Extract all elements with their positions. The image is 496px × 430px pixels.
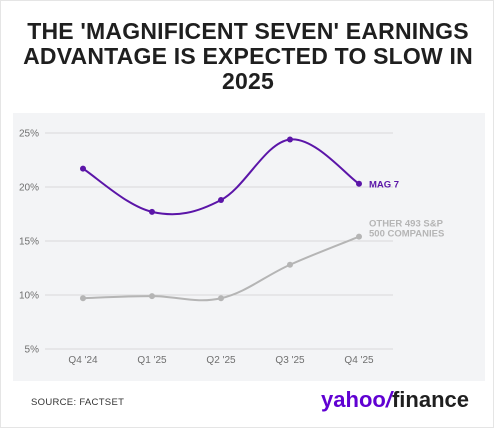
- x-tick-label: Q2 '25: [206, 355, 236, 366]
- x-tick-label: Q4 '24: [68, 355, 98, 366]
- source-note: SOURCE: FACTSET: [31, 397, 125, 408]
- logo-finance: finance: [391, 387, 469, 412]
- data-point-other-493: [80, 295, 86, 302]
- chart-title: THE 'MAGNIFICENT SEVEN' EARNINGS ADVANTA…: [23, 18, 473, 94]
- y-tick-label: 20%: [19, 183, 39, 194]
- data-point-mag7: [149, 208, 155, 215]
- data-point-mag7: [356, 180, 362, 187]
- series-label-other-493: OTHER 493 S&P: [369, 219, 444, 230]
- x-tick-label: Q4 '25: [344, 355, 374, 366]
- logo-yahoo: yahoo: [321, 387, 386, 412]
- data-point-mag7: [287, 136, 293, 143]
- x-tick-label: Q3 '25: [275, 355, 305, 366]
- y-tick-label: 10%: [19, 291, 39, 302]
- y-tick-label: 15%: [19, 237, 39, 248]
- data-point-other-493: [287, 261, 293, 268]
- series-label-mag7: MAG 7: [369, 179, 399, 190]
- logo-slash: /: [385, 387, 392, 412]
- data-point-mag7: [218, 196, 224, 203]
- series-line-other-493: [82, 235, 360, 302]
- yahoo-finance-logo: yahoo/finance: [321, 388, 469, 412]
- plot-background: [13, 113, 485, 381]
- data-point-other-493: [356, 233, 362, 240]
- data-point-mag7: [80, 165, 86, 172]
- y-tick-label: 25%: [19, 129, 39, 140]
- series-line-mag7: [82, 138, 360, 216]
- data-point-other-493: [218, 295, 224, 302]
- x-tick-label: Q1 '25: [137, 355, 167, 366]
- series-label-other-493: 500 COMPANIES: [369, 229, 444, 240]
- y-tick-label: 5%: [25, 345, 40, 356]
- data-point-other-493: [149, 293, 155, 300]
